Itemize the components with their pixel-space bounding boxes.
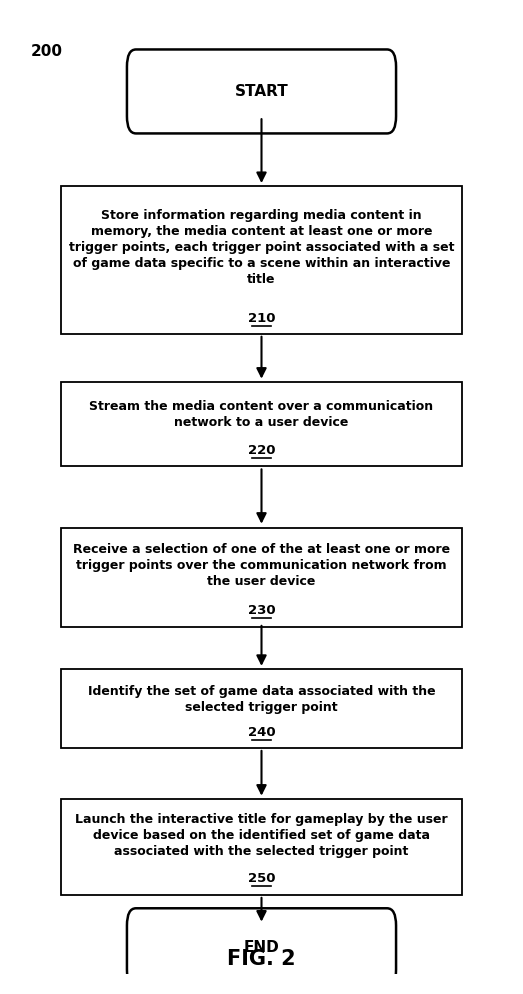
Text: Stream the media content over a communication
network to a user device: Stream the media content over a communic…	[89, 401, 434, 429]
FancyBboxPatch shape	[61, 528, 462, 627]
Text: 240: 240	[248, 726, 275, 739]
Text: FIG. 2: FIG. 2	[227, 949, 296, 969]
FancyBboxPatch shape	[127, 50, 396, 133]
FancyBboxPatch shape	[61, 383, 462, 466]
Text: 210: 210	[248, 311, 275, 325]
Text: Identify the set of game data associated with the
selected trigger point: Identify the set of game data associated…	[88, 685, 435, 714]
Text: 220: 220	[248, 443, 275, 456]
Text: 230: 230	[248, 604, 275, 617]
Text: 200: 200	[30, 44, 63, 59]
Text: Receive a selection of one of the at least one or more
trigger points over the c: Receive a selection of one of the at lea…	[73, 543, 450, 588]
FancyBboxPatch shape	[61, 669, 462, 748]
FancyBboxPatch shape	[61, 799, 462, 895]
Text: Launch the interactive title for gameplay by the user
device based on the identi: Launch the interactive title for gamepla…	[75, 813, 448, 858]
Text: START: START	[235, 83, 288, 99]
Text: END: END	[244, 940, 279, 955]
FancyBboxPatch shape	[127, 909, 396, 986]
Text: Store information regarding media content in
memory, the media content at least : Store information regarding media conten…	[69, 210, 454, 286]
FancyBboxPatch shape	[61, 187, 462, 334]
Text: 250: 250	[248, 872, 275, 886]
